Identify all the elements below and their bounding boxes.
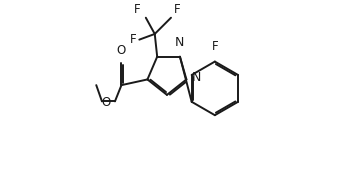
Text: O: O [102, 96, 111, 109]
Text: F: F [212, 41, 218, 54]
Text: F: F [174, 3, 181, 16]
Text: F: F [129, 33, 136, 46]
Text: F: F [134, 3, 141, 16]
Text: O: O [117, 44, 126, 57]
Text: N: N [191, 71, 201, 84]
Text: N: N [175, 36, 185, 49]
